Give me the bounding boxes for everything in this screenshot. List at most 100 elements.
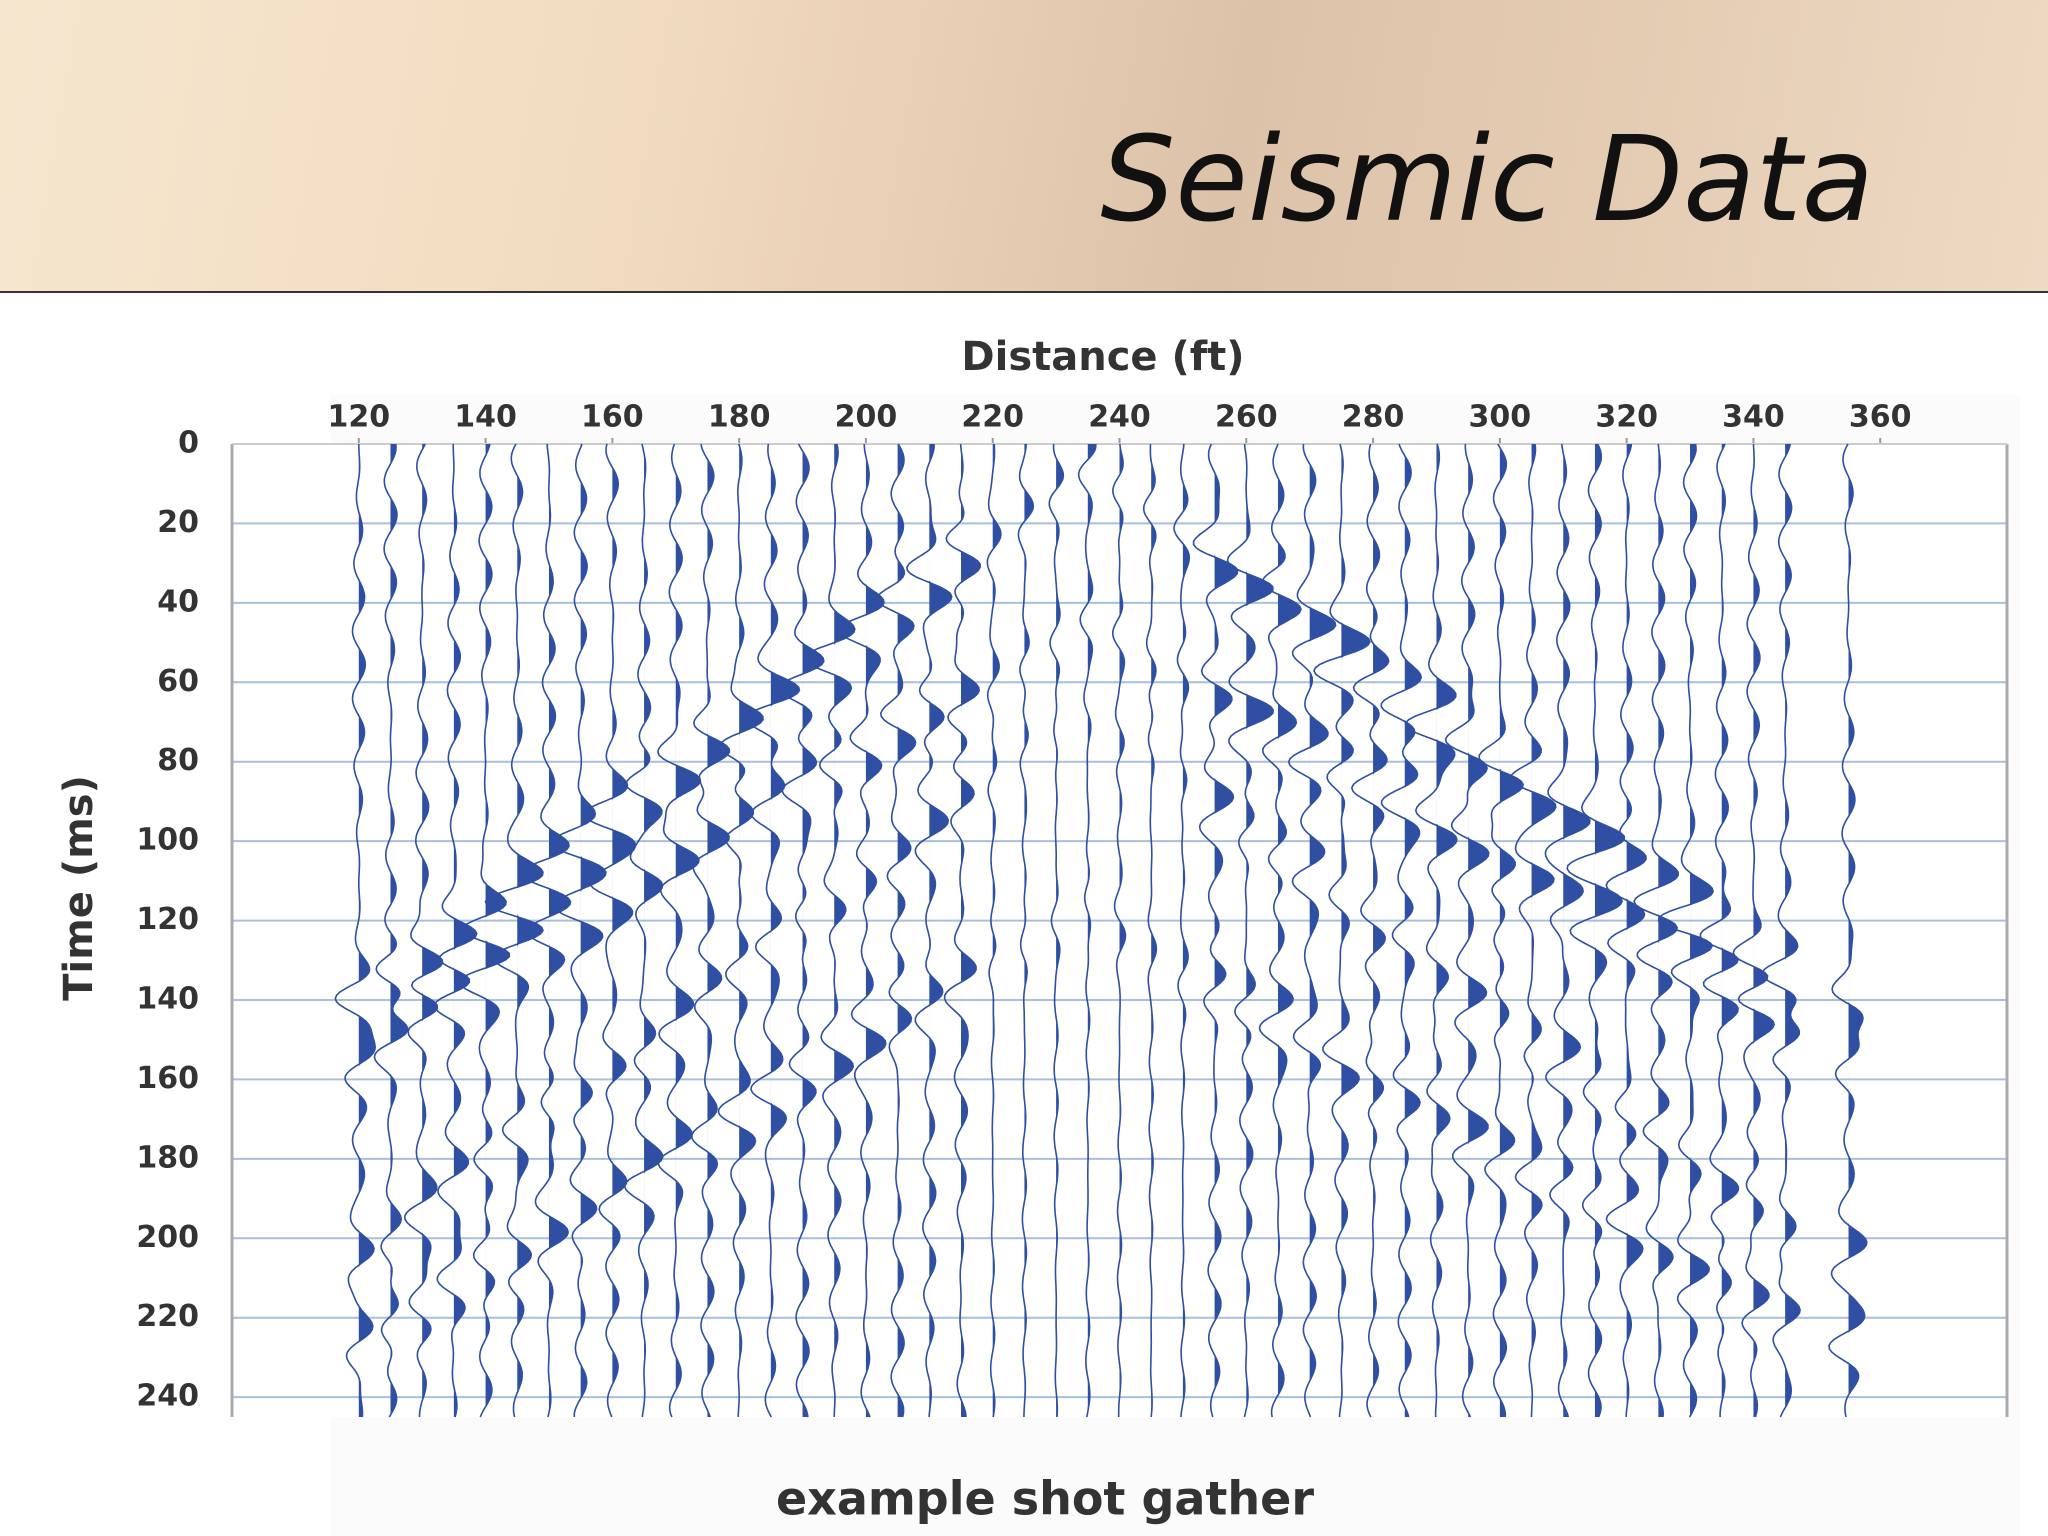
trace xyxy=(403,443,444,1418)
trace xyxy=(777,443,825,1418)
trace xyxy=(1828,443,1868,1418)
trace xyxy=(1761,443,1801,1418)
x-tick-label: 120 xyxy=(327,400,390,435)
trace-fill xyxy=(453,444,477,1417)
trace xyxy=(1478,443,1524,1418)
trace-fill xyxy=(1151,444,1157,1417)
y-tick-label: 20 xyxy=(157,505,199,540)
y-tick-label: 240 xyxy=(136,1379,199,1414)
trace-fill xyxy=(390,444,408,1417)
y-tick-label: 160 xyxy=(136,1061,199,1096)
trace xyxy=(583,443,637,1418)
trace xyxy=(1732,443,1775,1418)
trace-fill xyxy=(358,444,376,1417)
trace-fill xyxy=(1690,444,1714,1417)
trace-fill xyxy=(1626,444,1647,1417)
y-tick-label: 180 xyxy=(136,1140,199,1175)
y-tick-label: 60 xyxy=(157,664,199,699)
trace xyxy=(1350,443,1390,1418)
trace-fill xyxy=(612,444,636,1417)
trace xyxy=(1048,443,1065,1418)
trace xyxy=(623,443,664,1418)
caption: example shot gather xyxy=(776,1472,1314,1526)
trace-fill xyxy=(517,444,543,1417)
trace xyxy=(373,443,409,1418)
x-tick-label: 160 xyxy=(581,400,644,435)
trace xyxy=(1017,443,1035,1418)
trace xyxy=(1404,443,1458,1418)
trace xyxy=(458,443,511,1418)
trace-fill xyxy=(802,444,824,1417)
trace-fill xyxy=(1499,444,1524,1417)
x-tick-label: 300 xyxy=(1469,400,1532,435)
trace xyxy=(837,443,887,1418)
trace xyxy=(744,443,801,1418)
trace xyxy=(1173,443,1191,1418)
trace xyxy=(691,443,731,1418)
trace xyxy=(876,443,917,1418)
trace xyxy=(1142,443,1158,1418)
x-tick-label: 280 xyxy=(1342,400,1405,435)
trace xyxy=(1077,443,1097,1418)
x-tick-label: 360 xyxy=(1849,400,1912,435)
trace xyxy=(1258,443,1302,1418)
trace-fill xyxy=(961,444,981,1417)
y-tick-label: 40 xyxy=(157,584,199,619)
trace xyxy=(1605,443,1647,1418)
trace-fill xyxy=(770,444,800,1417)
trace-fill xyxy=(580,444,606,1417)
trace-fill xyxy=(707,444,730,1417)
trace-fill xyxy=(1785,444,1801,1417)
trace xyxy=(1380,443,1423,1418)
x-tick-label: 180 xyxy=(708,400,771,435)
trace-fill xyxy=(1848,444,1867,1417)
trace xyxy=(1699,443,1740,1417)
x-tick-label: 140 xyxy=(454,400,517,435)
trace xyxy=(1657,443,1714,1418)
trace xyxy=(802,443,856,1418)
trace xyxy=(1444,443,1490,1418)
trace xyxy=(1111,443,1127,1417)
y-tick-label: 200 xyxy=(136,1220,199,1255)
trace xyxy=(1287,443,1337,1418)
trace-fill xyxy=(865,444,886,1417)
trace xyxy=(484,443,544,1418)
trace xyxy=(433,444,478,1418)
x-tick-label: 340 xyxy=(1722,400,1785,435)
x-tick-label: 200 xyxy=(835,400,898,435)
trace-fill xyxy=(675,444,701,1417)
x-tick-label: 240 xyxy=(1088,400,1151,435)
trace xyxy=(520,443,572,1418)
trace-fill xyxy=(929,444,952,1417)
y-tick-label: 140 xyxy=(136,982,199,1017)
trace xyxy=(906,444,953,1418)
trace xyxy=(1226,443,1275,1418)
trace-fill xyxy=(1436,444,1457,1417)
slide-title: Seismic Data xyxy=(1100,110,1874,248)
trace-fill xyxy=(1753,444,1775,1417)
y-tick-label: 80 xyxy=(157,743,199,778)
trace xyxy=(1509,443,1557,1418)
y-tick-label: 220 xyxy=(136,1299,199,1334)
trace xyxy=(1544,443,1591,1418)
trace xyxy=(717,443,764,1418)
trace xyxy=(1313,443,1371,1418)
trace xyxy=(334,444,377,1418)
x-tick-label: 220 xyxy=(961,400,1024,435)
x-tick-label: 260 xyxy=(1215,400,1278,435)
trace xyxy=(550,443,607,1417)
trace xyxy=(1192,443,1239,1418)
x-tick-label: 320 xyxy=(1595,400,1658,435)
trace-fill xyxy=(1468,444,1489,1417)
trace xyxy=(943,443,982,1418)
x-axis-title: Distance (ft) xyxy=(961,334,1244,380)
y-tick-label: 100 xyxy=(136,823,199,858)
trace-fill xyxy=(1024,444,1034,1417)
trace-fill xyxy=(992,444,1001,1417)
header: Seismic Data xyxy=(0,0,2048,293)
trace xyxy=(986,443,1002,1418)
y-axis-title: Time (ms) xyxy=(56,775,102,1001)
trace xyxy=(1566,443,1626,1418)
